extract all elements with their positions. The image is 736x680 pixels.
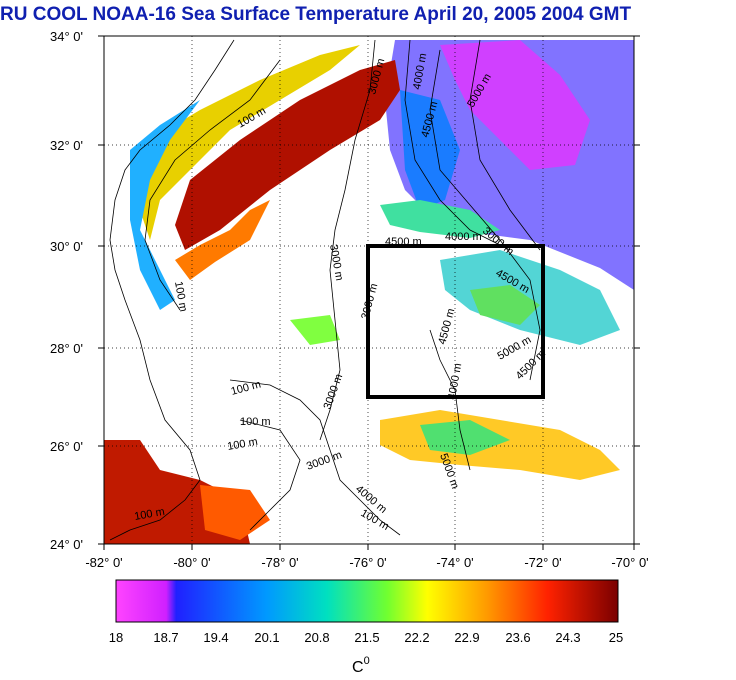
x-tick-label: -74° 0'	[436, 555, 473, 570]
map-title: RU COOL NOAA-16 Sea Surface Temperature …	[0, 4, 632, 25]
contour-label: 100 m	[133, 506, 165, 523]
tick-marks	[98, 35, 640, 550]
sst-shelf-yellow	[140, 45, 360, 240]
colorbar-label: 20.1	[254, 630, 279, 645]
sst-east-green	[470, 285, 540, 325]
bahamas-outline-2	[239, 419, 301, 531]
x-tick-label: -70° 0'	[611, 555, 648, 570]
y-tick-label: 32° 0'	[50, 138, 83, 153]
colorbar-label: 22.2	[404, 630, 429, 645]
y-tick-label: 26° 0'	[50, 439, 83, 454]
y-tick-label: 28° 0'	[50, 341, 83, 356]
coastline-bathymetry	[109, 39, 541, 541]
colorbar-label: 20.8	[304, 630, 329, 645]
contour-label: 100 m	[172, 280, 189, 312]
colorbar-label: 23.6	[505, 630, 530, 645]
contour-label: 100 m	[359, 507, 391, 533]
x-tick-label: -78° 0'	[261, 555, 298, 570]
coastline	[109, 39, 235, 541]
y-tick-label: 30° 0'	[50, 239, 83, 254]
contour-label: 4000 m	[445, 231, 482, 243]
colorbar-unit: C0	[352, 655, 370, 676]
sst-south-orange	[200, 485, 270, 540]
contour-label: 100 m	[226, 436, 258, 453]
colorbar-label: 24.3	[555, 630, 580, 645]
isobath-100m	[144, 59, 281, 311]
sst-shelf-cyan	[130, 100, 200, 310]
sst-nearshore-orange	[175, 200, 270, 280]
sst-southeast-green	[420, 420, 510, 455]
x-tick-label: -82° 0'	[85, 555, 122, 570]
plot-frame	[103, 35, 635, 545]
x-axis-labels: -82° 0' -80° 0' -78° 0' -76° 0' -74° 0' …	[85, 555, 648, 570]
sst-north-green	[380, 200, 500, 238]
bahamas-outline	[229, 379, 401, 536]
isobath-3000m	[319, 39, 376, 441]
y-axis-labels: 34° 0' 32° 0' 30° 0' 28° 0' 26° 0' 24° 0…	[50, 29, 83, 552]
y-tick-label: 24° 0'	[50, 537, 83, 552]
colorbar	[115, 579, 619, 623]
colorbar-label: 22.9	[454, 630, 479, 645]
sst-gulf-stream-warm	[175, 60, 400, 250]
isobath-south	[429, 329, 471, 471]
x-tick-label: -76° 0'	[349, 555, 386, 570]
contour-label: 4500 m	[436, 307, 457, 346]
sst-southeast-patch	[380, 410, 620, 480]
colorbar-label: 21.5	[354, 630, 379, 645]
sst-imagery	[104, 40, 634, 544]
colorbar-labels: 18 18.7 19.4 20.1 20.8 21.5 22.2 22.9 23…	[109, 630, 623, 645]
colorbar-label: 25	[609, 630, 623, 645]
contour-label: 3000 m	[322, 372, 346, 411]
colorbar-label: 18	[109, 630, 123, 645]
contour-label: 100 m	[240, 416, 271, 428]
study-area-box	[366, 244, 545, 399]
contour-label: 3000 m	[305, 449, 344, 473]
sst-magenta-eddy	[440, 40, 590, 170]
x-tick-label: -80° 0'	[173, 555, 210, 570]
isobath-4500m	[429, 49, 541, 381]
sst-blue-filament	[400, 90, 460, 210]
colorbar-label: 18.7	[153, 630, 178, 645]
isobath-4000m	[404, 39, 511, 251]
contour-label: 100 m	[230, 378, 263, 398]
sst-east-patch	[440, 250, 620, 345]
colorbar-label: 19.4	[203, 630, 228, 645]
contour-label: 3000 m	[327, 243, 345, 281]
y-tick-label: 34° 0'	[50, 29, 83, 44]
isobath-5000m	[469, 39, 541, 251]
sst-mid-patch	[290, 315, 340, 345]
x-tick-label: -72° 0'	[524, 555, 561, 570]
